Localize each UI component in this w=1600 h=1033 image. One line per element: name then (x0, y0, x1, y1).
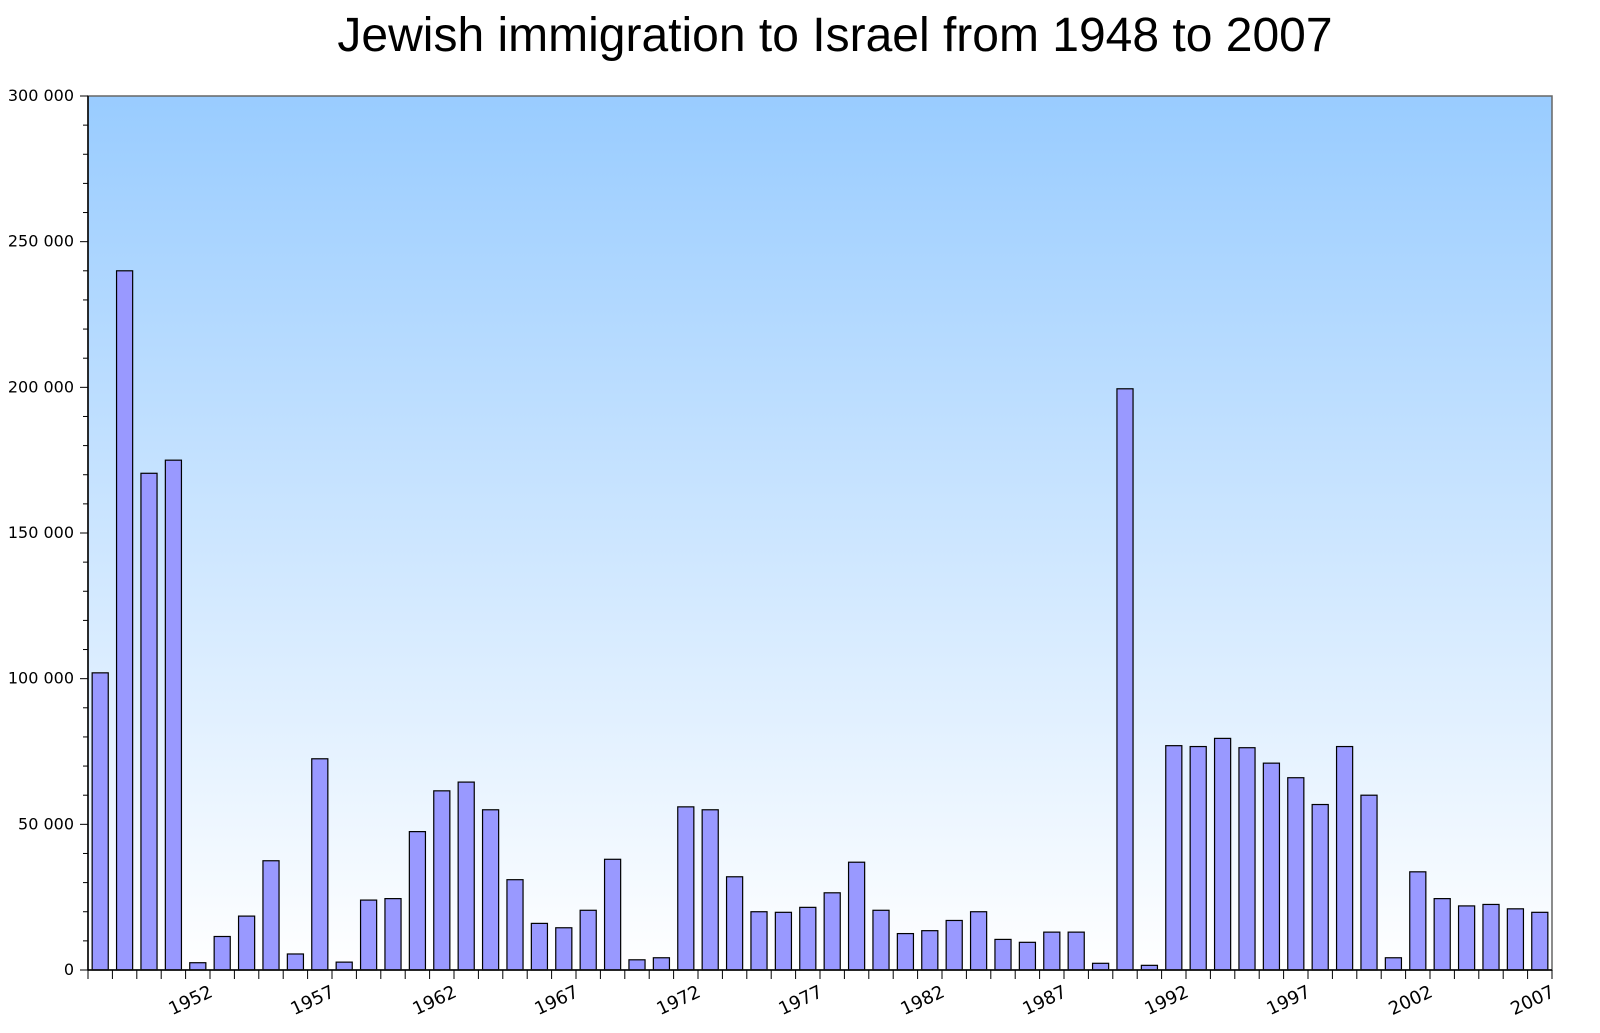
y-tick-label: 100 000 (8, 669, 74, 688)
bar-1983 (945, 919, 963, 971)
y-tick-label: 50 000 (18, 814, 74, 833)
bar-1954 (237, 915, 256, 971)
x-tick-label: 1987 (1020, 981, 1070, 1019)
bar-2007 (1531, 911, 1549, 971)
bar-1984 (969, 911, 988, 971)
x-tick-label: 1992 (1142, 981, 1192, 1019)
bar-1992 (1165, 745, 1183, 971)
bar-1988 (1067, 931, 1085, 971)
bar-2005 (1482, 903, 1500, 971)
bar-1989 (1091, 962, 1110, 971)
bar-1961 (408, 831, 427, 971)
chart-title: Jewish immigration to Israel from 1948 t… (337, 9, 1333, 62)
bar-1994 (1213, 737, 1232, 971)
x-tick-label: 1957 (288, 981, 338, 1019)
bar-1981 (896, 932, 915, 971)
bar-1968 (579, 909, 597, 971)
plot-background (88, 96, 1552, 970)
bar-1977 (799, 906, 817, 971)
bar-1985 (994, 938, 1012, 971)
bar-1987 (1043, 931, 1061, 971)
bar-1965 (506, 879, 524, 971)
x-tick-label: 1972 (654, 981, 704, 1019)
x-tick-label: 1962 (410, 981, 460, 1019)
bar-1948 (91, 672, 109, 971)
bar-1966 (530, 922, 549, 971)
bar-1949 (115, 270, 134, 971)
bar-1982 (921, 930, 939, 971)
bar-1995 (1238, 747, 1256, 971)
bar-1962 (433, 790, 451, 971)
bar-1996 (1262, 762, 1281, 971)
bar-1964 (481, 809, 500, 971)
bar-2001 (1384, 957, 1403, 971)
bar-1997 (1287, 777, 1305, 971)
bar-1955 (262, 860, 280, 971)
x-axis: 1952 1957 1962 1967 1972 1977 1982 1987 1992 1997… (87, 969, 1558, 1020)
bar-1974 (725, 876, 744, 971)
x-tick-label: 1997 (1264, 981, 1314, 1019)
bar-1951 (164, 459, 183, 971)
bar-1999 (1335, 745, 1354, 971)
x-tick-label: 2007 (1508, 981, 1558, 1019)
bar-1952 (189, 962, 207, 971)
bar-1972 (677, 806, 695, 971)
y-tick-label: 200 000 (8, 377, 74, 396)
x-tick-label: 1982 (898, 981, 948, 1019)
bar-1993 (1189, 745, 1207, 971)
bar-1978 (823, 892, 841, 971)
bar-1980 (872, 909, 890, 971)
bar-1967 (555, 927, 573, 971)
x-tick-label: 1967 (532, 981, 582, 1019)
bar-1979 (847, 861, 866, 971)
x-tick-label: 1952 (166, 981, 216, 1019)
bar-1998 (1311, 803, 1329, 971)
bar-1950 (140, 472, 158, 971)
bar-1957 (311, 758, 329, 971)
x-tick-label: 1977 (776, 981, 826, 1019)
bar-2006 (1506, 908, 1525, 971)
bar-1959 (359, 899, 378, 971)
bar-1963 (457, 781, 475, 971)
bar-2003 (1433, 898, 1451, 971)
bar-1971 (652, 957, 671, 971)
bar-1953 (213, 935, 231, 971)
y-tick-label: 250 000 (8, 232, 74, 251)
bar-1973 (701, 809, 719, 971)
bar-1976 (774, 911, 793, 971)
bar-2002 (1409, 871, 1427, 971)
y-tick-label: 150 000 (8, 523, 74, 542)
bar-1956 (286, 953, 305, 971)
bar-2000 (1360, 794, 1378, 971)
bar-2004 (1457, 905, 1476, 971)
bar-1960 (384, 898, 402, 971)
bar-1990 (1116, 388, 1134, 971)
y-axis: 0 50 000 100 000 150 000 200 000 250 000 300 0… (8, 86, 89, 979)
bar-1958 (335, 961, 353, 971)
y-tick-label: 300 000 (8, 86, 74, 105)
y-tick-label: 0 (64, 960, 74, 979)
bar-1986 (1018, 941, 1037, 971)
bar-1975 (750, 911, 768, 971)
x-tick-label: 2002 (1386, 981, 1436, 1019)
bar-1970 (628, 959, 646, 971)
bars-group (91, 270, 1549, 971)
bar-1969 (603, 858, 622, 971)
